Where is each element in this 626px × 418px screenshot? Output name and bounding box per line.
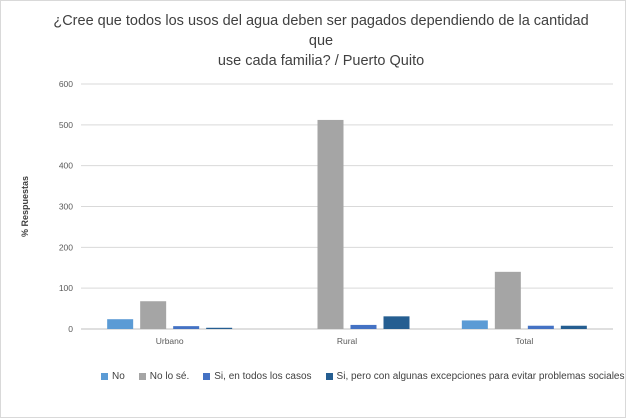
- legend-label: Si, pero con algunas excepciones para ev…: [336, 371, 625, 382]
- bar: [494, 271, 521, 329]
- chart-title-line-2: use cada familia? / Puerto Quito: [217, 53, 425, 69]
- legend-item: No: [101, 371, 125, 382]
- y-tick-label: 300: [59, 202, 73, 212]
- legend-label: No lo sé.: [149, 371, 190, 382]
- bar: [560, 325, 587, 329]
- bar: [350, 324, 377, 329]
- bar: [173, 326, 200, 329]
- y-tick-label: 100: [59, 283, 73, 293]
- legend-item: Si, en todos los casos: [203, 371, 312, 382]
- bar: [527, 325, 554, 329]
- x-tick-label: Rural: [337, 336, 357, 346]
- legend: No No lo sé. Si, en todos los casos Si, per…: [101, 371, 625, 382]
- legend-label: Si, en todos los casos: [214, 371, 312, 382]
- legend-label: No: [112, 371, 125, 382]
- y-tick-label: 500: [59, 120, 73, 130]
- legend-item: Si, pero con algunas excepciones para ev…: [325, 371, 625, 382]
- legend-swatch: [203, 373, 211, 380]
- bar: [107, 319, 134, 329]
- legend-item: No lo sé.: [138, 371, 190, 382]
- bar: [317, 119, 344, 329]
- legend-swatch: [325, 373, 333, 380]
- y-tick-label: 600: [59, 79, 73, 89]
- x-tick-label: Total: [515, 336, 533, 346]
- bar: [383, 316, 410, 329]
- x-tick-label: Urbano: [156, 336, 184, 346]
- y-axis-title: % Respuestas: [20, 176, 30, 237]
- legend-swatch: [101, 373, 108, 380]
- y-tick-label: 0: [68, 324, 73, 334]
- chart-title-line-1: ¿Cree que todos los usos del agua deben …: [53, 13, 589, 49]
- y-tick-label: 400: [59, 161, 73, 171]
- bar: [206, 327, 233, 329]
- legend-swatch: [138, 373, 146, 380]
- bar: [140, 301, 167, 329]
- chart-title: ¿Cree que todos los usos del agua deben …: [41, 11, 601, 71]
- y-tick-label: 200: [59, 242, 73, 252]
- bar: [461, 320, 488, 329]
